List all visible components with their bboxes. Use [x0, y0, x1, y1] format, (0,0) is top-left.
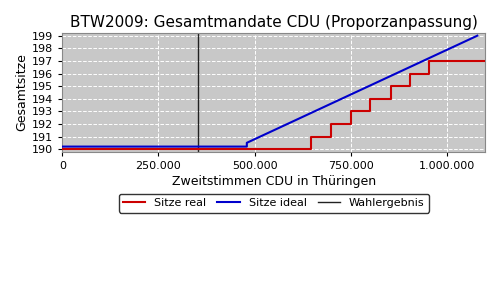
Sitze real	[388, 97, 394, 101]
Sitze ideal	[244, 145, 250, 148]
Sitze real	[388, 84, 394, 88]
Sitze real	[348, 110, 354, 113]
Sitze real	[308, 147, 314, 151]
Sitze ideal	[244, 141, 250, 145]
Line: Sitze real: Sitze real	[62, 61, 485, 149]
Sitze real	[407, 84, 413, 88]
Sitze real	[464, 59, 470, 63]
Sitze real	[464, 59, 470, 63]
Sitze real	[446, 59, 452, 63]
Sitze real	[446, 59, 452, 63]
Sitze real	[426, 59, 432, 63]
Sitze real	[482, 59, 488, 63]
Sitze ideal	[60, 145, 66, 148]
Sitze real	[60, 147, 66, 151]
Sitze real	[367, 110, 373, 113]
Sitze real	[328, 122, 334, 126]
Legend: Sitze real, Sitze ideal, Wahlergebnis: Sitze real, Sitze ideal, Wahlergebnis	[118, 194, 429, 213]
Y-axis label: Gesamtsitze: Gesamtsitze	[15, 53, 28, 131]
Title: BTW2009: Gesamtmandate CDU (Proporzanpassung): BTW2009: Gesamtmandate CDU (Proporzanpas…	[70, 15, 478, 30]
Sitze ideal	[474, 34, 480, 38]
Sitze real	[328, 135, 334, 138]
Sitze real	[407, 72, 413, 75]
X-axis label: Zweitstimmen CDU in Thüringen: Zweitstimmen CDU in Thüringen	[172, 176, 376, 188]
Line: Sitze ideal: Sitze ideal	[62, 36, 478, 147]
Sitze real	[367, 97, 373, 101]
Sitze real	[348, 122, 354, 126]
Sitze real	[308, 135, 314, 138]
Sitze real	[426, 72, 432, 75]
